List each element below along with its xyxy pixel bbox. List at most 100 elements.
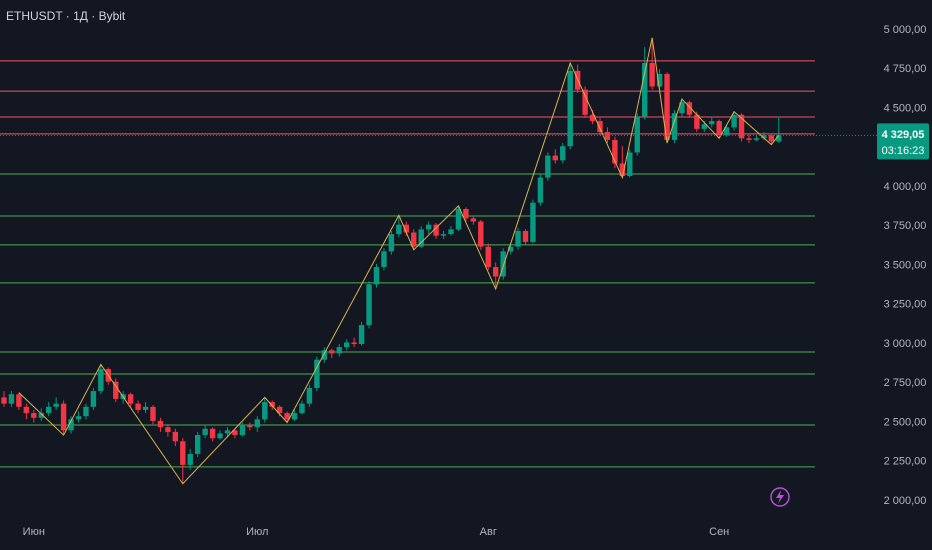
candle-body <box>418 229 424 247</box>
y-tick-label: 3 000,00 <box>884 338 927 350</box>
candle-body <box>440 234 447 236</box>
candle-body <box>679 102 685 114</box>
candle-body <box>269 402 275 407</box>
candle-body <box>195 435 201 454</box>
y-tick-label: 2 500,00 <box>884 416 927 428</box>
candle-body <box>373 267 380 285</box>
candle-body <box>90 391 97 407</box>
candle-body <box>478 221 484 247</box>
zigzag-line <box>18 37 780 485</box>
candle-body <box>656 73 663 87</box>
candle-body <box>701 124 707 129</box>
candle-body <box>753 138 760 140</box>
candle-body <box>560 146 566 161</box>
alert-icon[interactable] <box>770 487 790 507</box>
candle-body <box>403 224 409 233</box>
candle-body <box>98 369 104 392</box>
candle-body <box>761 135 767 139</box>
x-tick-label: Июл <box>246 526 268 538</box>
candle-body <box>463 208 469 219</box>
candle-body <box>686 102 693 115</box>
candle-body <box>336 347 342 354</box>
candle-body <box>172 431 179 442</box>
candle-body <box>411 232 417 247</box>
candle-body <box>306 387 313 404</box>
candle-body <box>165 427 171 432</box>
candle-body <box>709 121 715 125</box>
candle-body <box>768 135 775 142</box>
candle-body <box>671 113 678 140</box>
candle-body <box>284 413 290 420</box>
candle-body <box>16 394 22 407</box>
y-tick-label: 3 500,00 <box>884 259 927 271</box>
candle-body <box>664 73 670 140</box>
y-tick-label: 4 750,00 <box>884 63 927 75</box>
candle-body <box>291 413 298 420</box>
candle-body <box>381 251 387 268</box>
candle-body <box>485 246 491 268</box>
candle-body <box>500 251 506 277</box>
candle-body <box>209 428 216 439</box>
candle-body <box>202 428 208 436</box>
candle-body <box>388 234 395 252</box>
candle-body <box>507 246 514 252</box>
y-tick-label: 5 000,00 <box>884 24 927 36</box>
candle-body <box>493 267 499 277</box>
y-tick-label: 4 500,00 <box>884 102 927 114</box>
price-tag-value: 4 329,05 <box>882 129 925 141</box>
candle-body <box>351 342 357 344</box>
candle-body <box>217 433 223 439</box>
candle-body <box>433 224 439 236</box>
candle-body <box>46 406 52 414</box>
candle-body <box>582 89 588 115</box>
candle-body <box>157 420 164 428</box>
candle-body <box>187 453 193 465</box>
candle-body <box>567 70 573 147</box>
candle-body <box>522 230 529 242</box>
chart-title: ETHUSDT · 1Д · Bybit <box>6 9 126 23</box>
candle-body <box>276 406 283 414</box>
candle-body <box>314 359 320 388</box>
candle-body <box>247 425 253 428</box>
candle-body <box>299 403 305 414</box>
candle-body <box>470 218 477 222</box>
candle-body <box>597 121 603 133</box>
y-tick-label: 2 750,00 <box>884 377 927 389</box>
candle-body <box>224 430 231 434</box>
x-tick-label: Авг <box>480 526 497 538</box>
candle-body <box>344 342 350 348</box>
candle-body <box>38 413 44 418</box>
candle-body <box>425 224 432 230</box>
candle-body <box>150 406 156 421</box>
y-tick-label: 3 250,00 <box>884 299 927 311</box>
candle-body <box>746 138 752 140</box>
y-tick-label: 3 750,00 <box>884 220 927 232</box>
candle-body <box>135 403 141 410</box>
candle-body <box>127 394 134 404</box>
candle-body <box>649 62 655 87</box>
candle-body <box>83 406 89 417</box>
candle-body <box>537 177 544 203</box>
y-tick-label: 2 250,00 <box>884 456 927 468</box>
candle-body <box>642 62 648 117</box>
candle-body <box>366 284 372 326</box>
candle-body <box>738 114 745 139</box>
alert-bolt <box>776 490 784 504</box>
candle-body <box>329 350 335 354</box>
price-tag <box>877 123 929 160</box>
candle-body <box>530 202 536 242</box>
candle-body <box>68 419 74 431</box>
candle-body <box>180 441 186 465</box>
candle-body <box>589 114 596 122</box>
candle-body <box>262 402 268 420</box>
y-tick-label: 2 000,00 <box>884 495 927 507</box>
candle-body <box>731 114 737 128</box>
candle-body <box>448 229 454 235</box>
candle-body <box>53 403 59 407</box>
candle-body <box>716 121 722 136</box>
candle-body <box>552 155 558 161</box>
candle-body <box>60 403 67 431</box>
candle-body <box>239 425 246 436</box>
candle-body <box>254 419 260 428</box>
candle-body <box>142 406 149 410</box>
